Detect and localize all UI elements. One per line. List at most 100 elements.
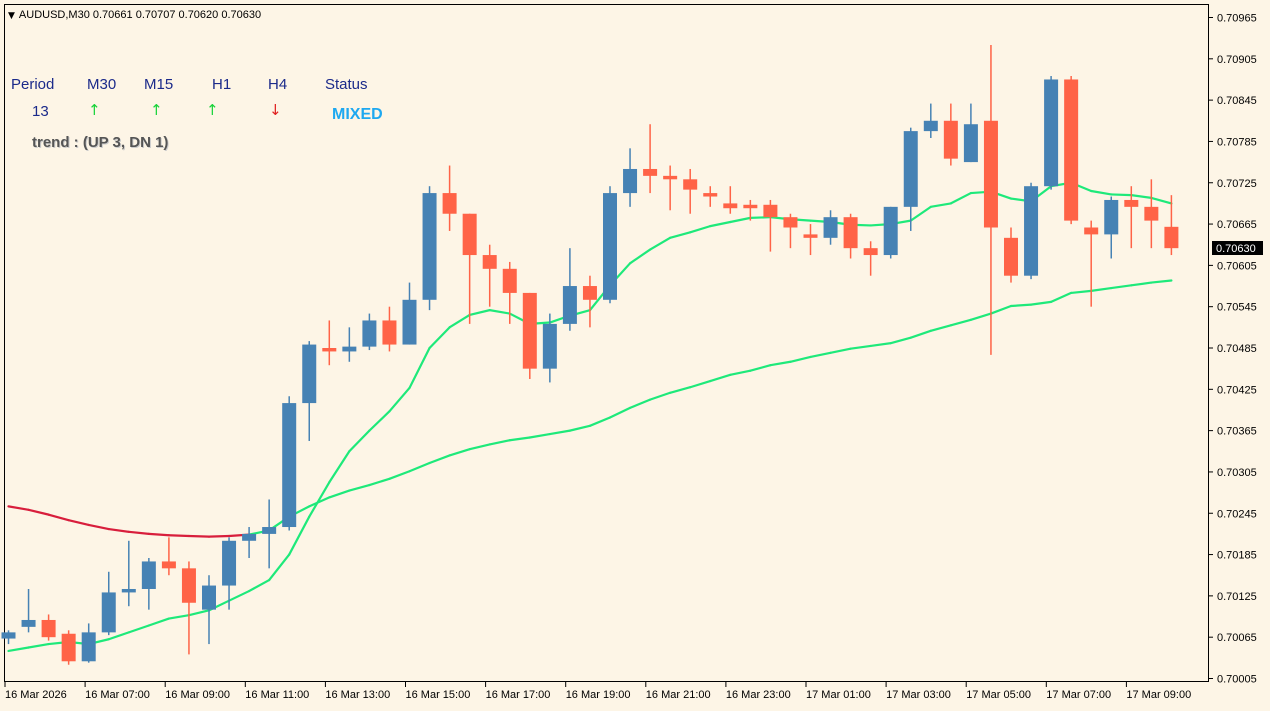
ma-1-segment — [949, 191, 973, 205]
candle-bear — [663, 175, 678, 180]
y-tick-label: 0.70785 — [1217, 136, 1257, 148]
x-tick-label: 17 Mar 01:00 — [806, 689, 871, 701]
candle-bull — [262, 527, 277, 534]
ma-0-segment — [508, 436, 531, 442]
ma-1-segment — [187, 609, 211, 617]
candle-bear — [703, 193, 718, 197]
ma-1-segment — [669, 231, 692, 239]
y-tick-label: 0.70545 — [1217, 302, 1257, 314]
y-tick-label: 0.70845 — [1217, 95, 1257, 107]
candle-bear — [41, 619, 56, 638]
ma-0-segment — [348, 483, 371, 492]
y-tick-label: 0.70005 — [1217, 674, 1257, 686]
candle-bull — [402, 299, 417, 345]
candle-bull — [883, 206, 898, 256]
candle-bear — [442, 193, 457, 214]
ma-1-segment — [628, 248, 652, 265]
header-period: Period — [11, 76, 55, 93]
x-tick-label: 16 Mar 21:00 — [646, 689, 711, 701]
candle-bull — [623, 168, 638, 194]
status-value: MIXED — [332, 106, 383, 123]
ma-0-segment — [468, 443, 491, 451]
candle-bull — [362, 320, 377, 347]
ma-0-segment — [388, 470, 411, 480]
header-h1: H1 — [212, 76, 232, 93]
y-tick-label: 0.70425 — [1217, 384, 1257, 396]
ma-1-segment — [107, 631, 130, 641]
ma-0-segment — [588, 416, 612, 427]
ma-0-segment — [67, 519, 90, 527]
y-tick-label: 0.70485 — [1217, 343, 1257, 355]
candle-bear — [1084, 227, 1099, 235]
ma-0-segment — [949, 318, 973, 327]
ma-0-segment — [548, 429, 572, 436]
ma-0-segment — [167, 534, 191, 538]
plot-border — [4, 4, 1209, 682]
ma-1-segment — [127, 624, 150, 634]
ma-0-segment — [1130, 281, 1153, 287]
h4-arrow-down-icon: ↓ — [269, 101, 282, 119]
candle-bear — [462, 213, 477, 256]
candle-bull — [903, 131, 918, 207]
x-tick-label: 17 Mar 09:00 — [1126, 689, 1191, 701]
y-tick-label: 0.70905 — [1217, 54, 1257, 66]
candle-bear — [763, 204, 778, 218]
ma-1-segment — [268, 553, 291, 582]
symbol-title[interactable]: ▼ AUDUSD,M30 0.70661 0.70707 0.70620 0.70… — [8, 9, 261, 21]
time-axis[interactable]: 16 Mar 2026 16 Mar 07:00 16 Mar 09:00 16 Ma… — [4, 682, 1191, 701]
ma-0-segment — [809, 351, 832, 359]
ma-0-segment — [1150, 279, 1173, 284]
ma-0-segment — [829, 347, 852, 354]
ma-1-segment — [368, 410, 391, 432]
m15-arrow-up-icon: ↑ — [150, 101, 163, 119]
candle-bull — [242, 533, 257, 541]
candle-bull — [21, 619, 36, 627]
y-tick-label: 0.70605 — [1217, 260, 1257, 272]
ma-1-segment — [488, 309, 511, 315]
candle-bear — [1144, 206, 1159, 221]
ma-1-segment — [1130, 194, 1153, 199]
ma-1-segment — [468, 309, 491, 317]
ma-0-segment — [147, 532, 170, 537]
candle-bull — [302, 344, 317, 404]
price-axis[interactable]: 0.70965 0.70905 0.70845 0.70785 0.70725 0.706… — [1209, 13, 1257, 686]
x-tick-label: 16 Mar 17:00 — [486, 689, 551, 701]
header-status: Status — [325, 76, 368, 93]
ma-1-segment — [689, 225, 712, 234]
y-tick-label: 0.70185 — [1217, 550, 1257, 562]
ma-0-segment — [628, 398, 652, 410]
x-tick-label: 17 Mar 03:00 — [886, 689, 951, 701]
candle-bear — [1064, 79, 1079, 221]
ma-0-segment — [929, 324, 952, 332]
ma-0-segment — [749, 364, 772, 372]
x-tick-label: 16 Mar 09:00 — [165, 689, 230, 701]
ma-1-segment — [167, 614, 191, 620]
candle-bull — [963, 124, 978, 163]
y-tick-label: 0.70665 — [1217, 219, 1257, 231]
x-tick-label: 16 Mar 07:00 — [85, 689, 150, 701]
ma-0-segment — [127, 530, 150, 536]
ma-0-segment — [207, 534, 231, 538]
ma-0-segment — [989, 304, 1013, 315]
candle-bear — [322, 348, 337, 352]
dropdown-triangle-icon[interactable]: ▼ — [8, 11, 15, 21]
current-price-label: 0.70630 — [1216, 243, 1256, 255]
ma-0-segment — [528, 432, 551, 439]
candle-bull — [342, 346, 357, 352]
candle-bull — [282, 403, 297, 528]
ma-1-segment — [749, 216, 772, 219]
candles-layer — [1, 45, 1179, 665]
y-tick-label: 0.70725 — [1217, 178, 1257, 190]
ma-0-segment — [428, 454, 451, 465]
ma-0-segment — [1110, 284, 1133, 290]
ma-0-segment — [789, 355, 812, 363]
candle-bull — [422, 193, 437, 300]
candle-bull — [1, 632, 16, 639]
ma-0-segment — [408, 461, 431, 473]
candle-bull — [81, 632, 96, 662]
ma-0-segment — [1049, 291, 1073, 303]
ma-0-segment — [689, 379, 712, 389]
candle-bull — [603, 193, 617, 300]
ma-1-segment — [27, 642, 50, 649]
